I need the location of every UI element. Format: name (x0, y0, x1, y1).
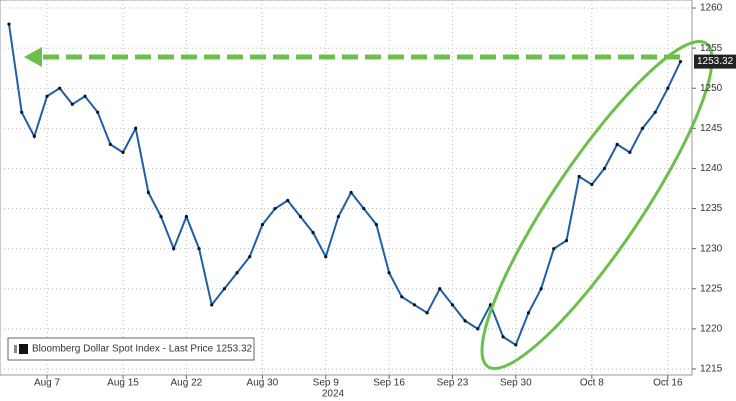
point (32, 134, 36, 138)
point (273, 206, 277, 211)
y-tick-label: 1245 (700, 123, 723, 134)
point (552, 247, 556, 251)
series (7, 22, 683, 347)
legend-label: Bloomberg Dollar Spot Index - Last Price… (32, 344, 253, 355)
point (628, 150, 632, 155)
y-tick-label: 1240 (700, 163, 723, 174)
point (374, 222, 379, 227)
point (514, 343, 518, 347)
point (210, 303, 214, 307)
point (336, 214, 341, 219)
grid (0, 0, 692, 375)
point (298, 214, 303, 219)
point (184, 214, 188, 219)
point (476, 327, 480, 331)
x-tick-label: Sep 23 (437, 378, 469, 389)
y-tick-label: 1260 (700, 3, 723, 14)
highlight-ellipse (480, 39, 714, 371)
last-price-tag (694, 54, 736, 69)
point (222, 287, 226, 291)
point (134, 126, 138, 130)
point (450, 303, 455, 307)
arrow-head (24, 47, 42, 67)
point (45, 94, 49, 98)
point (577, 174, 581, 179)
point (653, 110, 657, 114)
x-tick-label: Sep 16 (373, 378, 405, 389)
y-tick-label: 1215 (700, 364, 723, 375)
x-tick-label: Aug 7 (34, 378, 61, 389)
point (463, 319, 467, 323)
point (324, 255, 328, 259)
x-tick-label: Oct 16 (653, 378, 683, 389)
point (197, 247, 201, 251)
point (387, 271, 391, 275)
last-price-label: 1253.32 (697, 56, 734, 67)
y-tick-label: 1220 (700, 324, 723, 335)
point (159, 214, 163, 219)
x-tick-label: Oct 8 (580, 378, 604, 389)
line (8, 23, 682, 347)
point (425, 311, 429, 315)
legend-icon (14, 345, 17, 353)
legend: Bloomberg Dollar Spot Index - Last Price… (7, 337, 255, 361)
point (615, 142, 619, 146)
x-tick-label: Aug 30 (247, 378, 279, 389)
point (590, 182, 594, 187)
y-tick-label: 1255 (700, 43, 723, 54)
point (602, 166, 607, 171)
point (526, 311, 531, 315)
point (349, 190, 353, 195)
y-tick-label: 1235 (700, 203, 723, 214)
point (172, 247, 176, 251)
legend-icon (19, 344, 28, 354)
point (146, 190, 150, 195)
y-tick-label: 1225 (700, 283, 723, 294)
point (539, 287, 543, 291)
point (666, 86, 670, 90)
point (70, 102, 74, 106)
y-tick-label: 1230 (700, 243, 723, 254)
legend-box (7, 337, 255, 361)
point (438, 287, 442, 291)
point (7, 22, 11, 26)
point (640, 126, 645, 130)
point (96, 110, 100, 114)
y-tick-label: 1250 (700, 83, 723, 94)
x-sublabel: 2024 (322, 389, 345, 400)
point (678, 60, 683, 64)
point (501, 335, 505, 339)
point (83, 94, 87, 98)
point (362, 206, 366, 211)
point (311, 231, 315, 235)
x-tick-label: Sep 30 (500, 378, 532, 389)
point (58, 86, 62, 90)
point (20, 110, 24, 114)
point (260, 222, 264, 227)
x-tick-label: Aug 15 (107, 378, 139, 389)
point (286, 198, 290, 203)
point (108, 142, 112, 146)
x-tick-label: Aug 22 (171, 378, 203, 389)
point (412, 303, 417, 307)
point (400, 295, 404, 299)
point (235, 271, 239, 275)
x-tick-label: Sep 9 (313, 378, 340, 389)
point (248, 255, 252, 259)
point (121, 150, 125, 155)
point (564, 239, 569, 243)
